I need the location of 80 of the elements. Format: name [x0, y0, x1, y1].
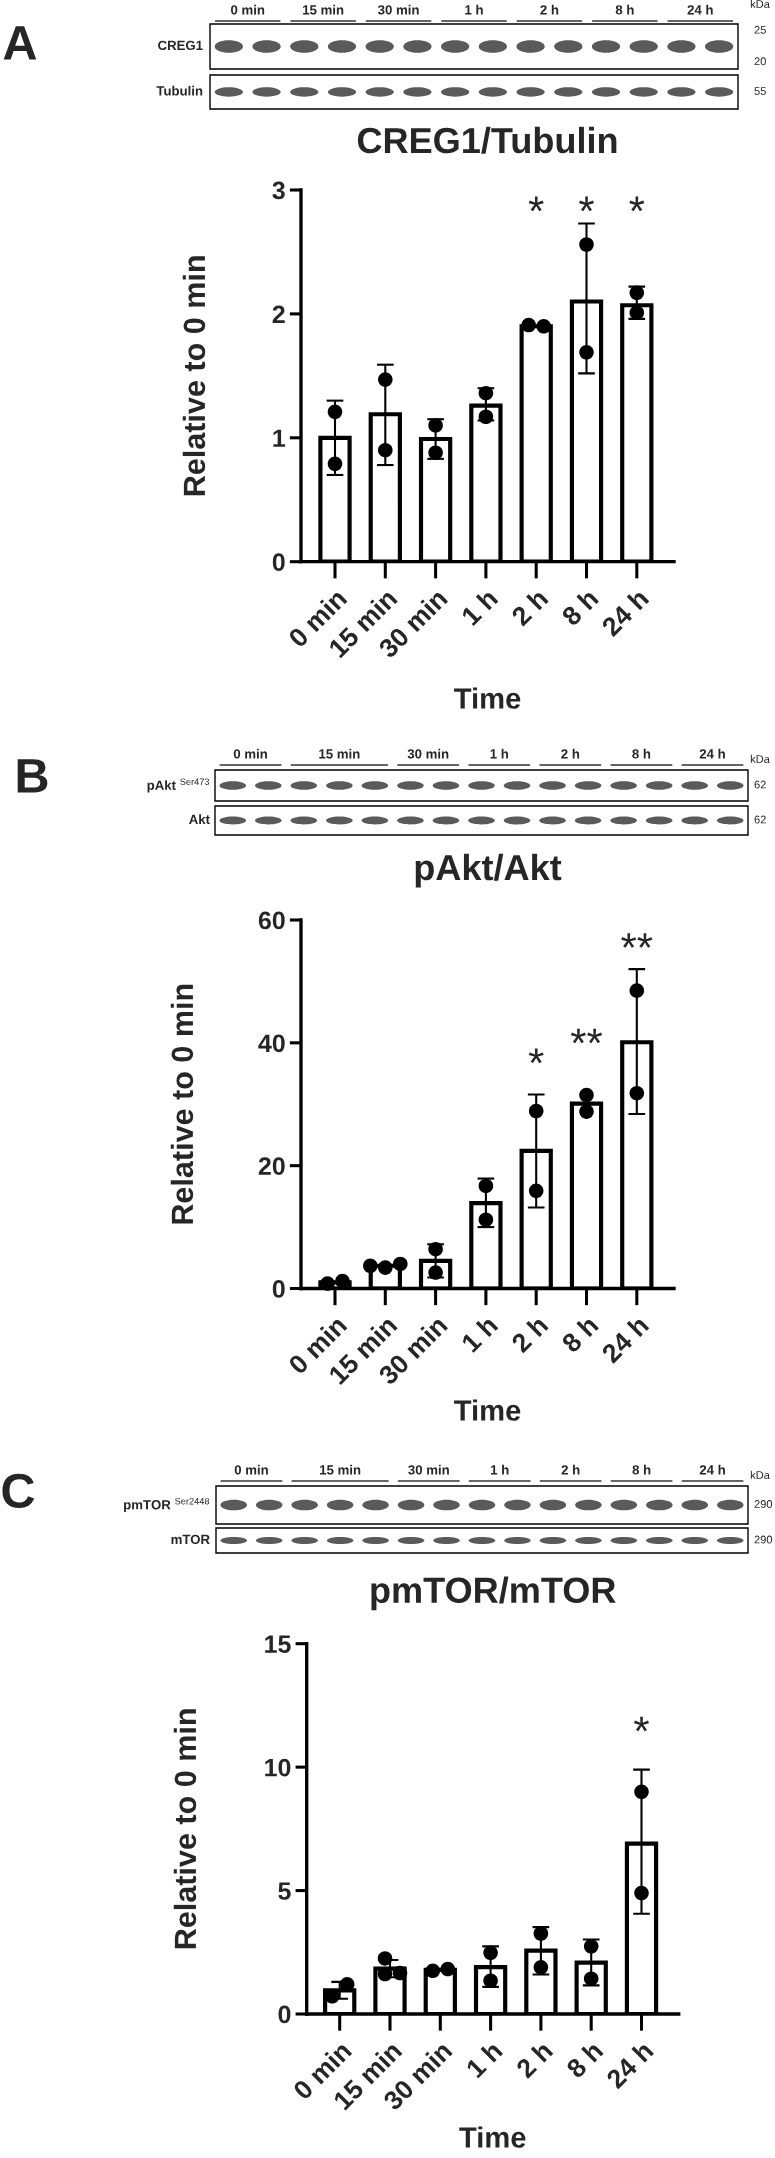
y-tick-label: 2	[272, 305, 285, 323]
chart-title: pmTOR/mTOR	[371, 1576, 616, 1611]
x-axis-title: Time	[454, 687, 521, 709]
y-tick-label: 0	[272, 1280, 285, 1298]
text: 62	[754, 780, 766, 789]
annotation: **	[621, 933, 653, 948]
y-axis-title: Relative to 0 min	[173, 1709, 197, 1949]
y-tick-label: 3	[272, 181, 285, 200]
annotation: *	[629, 196, 645, 212]
annotation: *	[579, 196, 594, 212]
text: CREG1	[158, 40, 203, 51]
category-label: 24 h	[699, 1464, 725, 1475]
x-tick-label: 24 h	[600, 587, 650, 637]
text: B	[17, 759, 48, 793]
x-tick-label: 8 h	[564, 2040, 604, 2080]
y-tick-label: 0	[278, 2005, 291, 2024]
y-tick-label: 60	[258, 911, 285, 930]
category-label: 24 h	[687, 4, 713, 15]
category-label: 15 min	[320, 1464, 361, 1475]
y-tick-label: 10	[265, 1758, 291, 1777]
x-tick-label: 8 h	[560, 1314, 600, 1354]
category-label: 1 h	[465, 4, 483, 15]
text: 25	[754, 25, 766, 34]
category-label: 2 h	[540, 4, 559, 15]
category-label: 15 min	[319, 748, 360, 759]
x-tick-label: 2 h	[509, 587, 549, 627]
category-label: 15 min	[303, 4, 344, 15]
category-label: 8 h	[615, 4, 634, 15]
annotation: *	[528, 196, 544, 212]
category-label: 8 h	[632, 748, 651, 759]
text: Tubulin	[156, 85, 203, 96]
category-label: 0 min	[231, 4, 265, 15]
y-axis-title: Relative to 0 min	[182, 256, 206, 496]
category-label: 1 h	[490, 748, 508, 759]
text: pmTOR $^{Ser2448}$	[124, 1497, 210, 1513]
category-label: 24 h	[699, 748, 725, 759]
category-label: 30 min	[377, 4, 419, 15]
category-label: 2 h	[561, 748, 580, 759]
category-label: 2 h	[561, 1464, 580, 1475]
text: 20	[754, 57, 766, 66]
x-axis-title: Time	[454, 1399, 521, 1421]
x-tick-label: 1 h	[460, 1314, 499, 1353]
x-tick-label: 2 h	[509, 1314, 549, 1354]
category-label: 0 min	[234, 1464, 268, 1475]
annotation: *	[634, 1716, 649, 1732]
category-label: 0 min	[233, 748, 267, 759]
x-axis-title: Time	[459, 2126, 526, 2148]
category-label: 1 h	[491, 1464, 509, 1475]
x-tick-label: 1 h	[464, 2040, 503, 2079]
x-tick-label: 2 h	[514, 2040, 554, 2079]
y-tick-label: 5	[278, 1882, 291, 1900]
chart-title: CREG1/Tubulin	[357, 126, 617, 154]
text: kDa	[750, 0, 770, 8]
text: C	[2, 1473, 35, 1509]
text: A	[3, 26, 37, 60]
text: 55	[754, 87, 766, 95]
category-label: 8 h	[632, 1464, 651, 1475]
x-tick-label: 24 h	[600, 1314, 650, 1364]
annotation: *	[528, 1048, 544, 1064]
text: 290	[754, 1535, 773, 1544]
y-tick-label: 40	[258, 1034, 285, 1053]
category-label: 30 min	[408, 1464, 449, 1475]
x-tick-label: 24 h	[604, 2040, 654, 2090]
y-tick-label: 1	[273, 429, 286, 447]
x-tick-label: 8 h	[560, 587, 600, 627]
text: kDa	[750, 1470, 770, 1479]
text: mTOR	[171, 1534, 210, 1545]
chart-title: pAkt/Akt	[415, 853, 562, 888]
text: 290	[754, 1500, 773, 1508]
text: 62	[754, 815, 766, 824]
y-tick-label: 15	[265, 1635, 291, 1653]
text: pAkt $^{Ser473}$	[147, 778, 210, 793]
annotation: **	[570, 1028, 603, 1044]
y-axis-title: Relative to 0 min	[170, 984, 194, 1224]
y-tick-label: 20	[258, 1157, 285, 1175]
category-label: 30 min	[407, 748, 449, 759]
y-tick-label: 0	[272, 553, 285, 571]
text: kDa	[750, 754, 770, 763]
text: Akt	[189, 814, 210, 825]
x-tick-label: 1 h	[460, 587, 499, 627]
